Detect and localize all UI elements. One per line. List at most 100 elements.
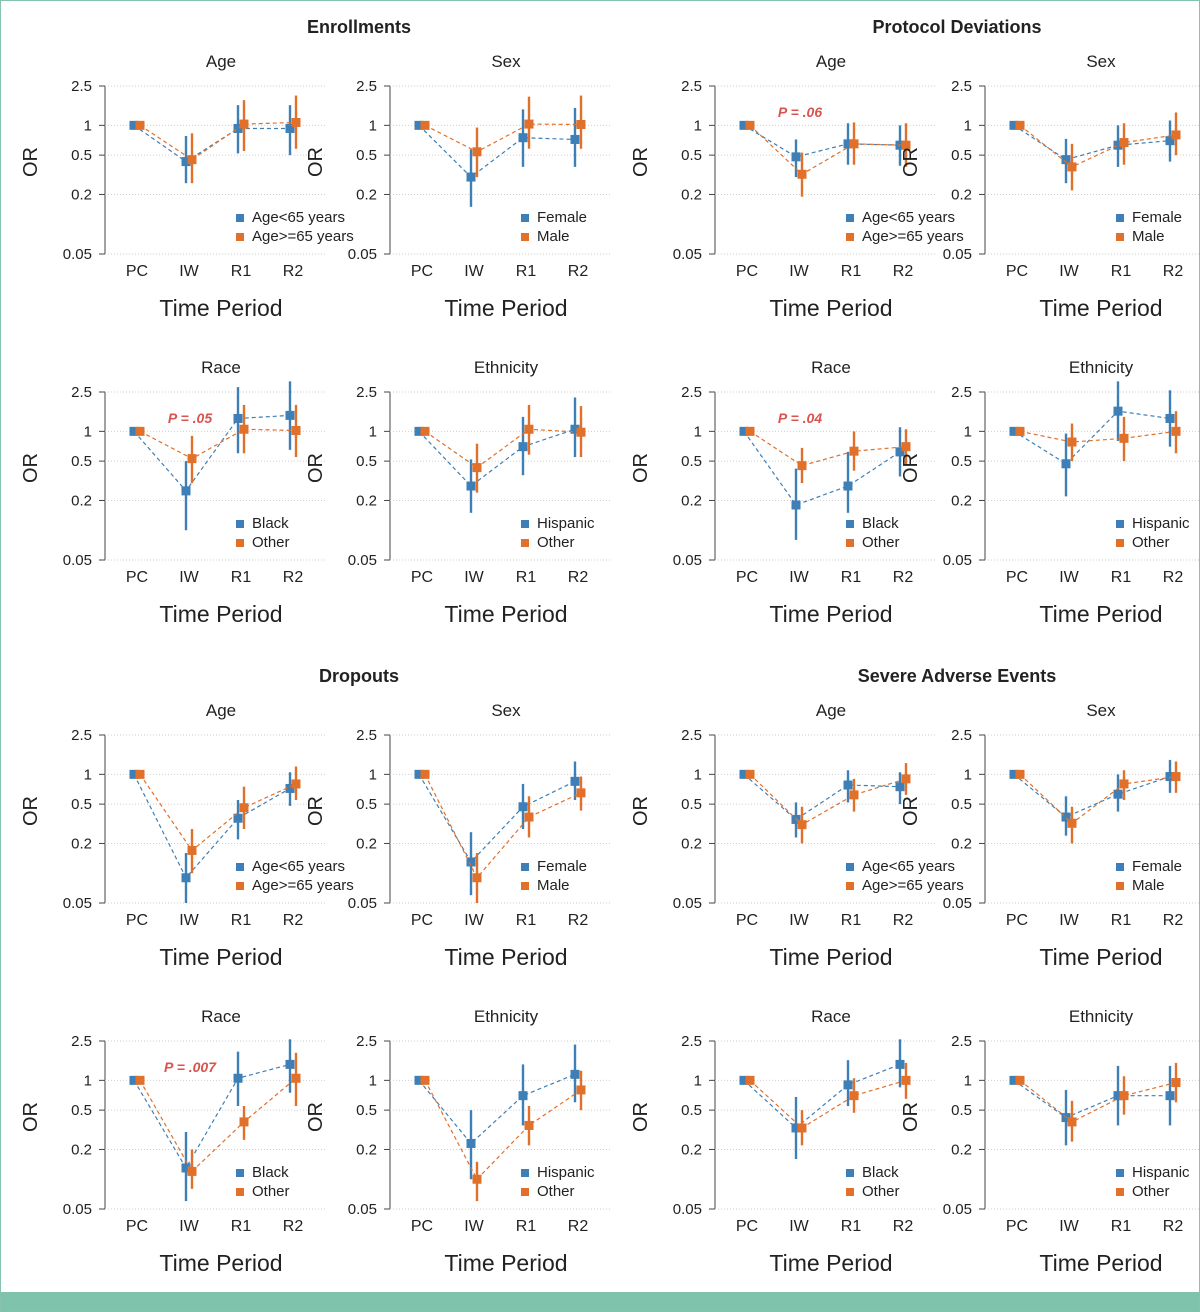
series-other: [1015, 1062, 1181, 1142]
y-tick-label: 2.5: [356, 1033, 377, 1050]
data-point: [849, 1091, 859, 1101]
x-tick-label: R2: [283, 1218, 304, 1235]
x-tick-label: PC: [736, 1218, 758, 1235]
legend-label: Age>=65 years: [862, 877, 964, 894]
series-line: [139, 1077, 297, 1173]
series-other: [420, 1070, 586, 1202]
legend-swatch: [846, 863, 854, 871]
y-tick-label: 0.05: [943, 895, 972, 912]
y-tick-label: 0.5: [356, 147, 377, 164]
y-tick-label: 2.5: [71, 727, 92, 744]
bottom-bar: [0, 1292, 1200, 1312]
data-point: [745, 769, 755, 779]
series-line: [424, 123, 582, 153]
data-point: [187, 155, 197, 165]
legend-swatch: [236, 882, 244, 890]
data-point: [1165, 413, 1175, 423]
x-axis-label: Time Period: [769, 601, 892, 627]
section-title-severe-adverse-events: Severe Adverse Events: [858, 666, 1056, 686]
series-age-65-years: [745, 120, 911, 197]
series-line: [749, 1079, 907, 1129]
legend-label: Age>=65 years: [252, 877, 354, 894]
panel-title: Ethnicity: [474, 358, 539, 377]
p-value-annotation: P = .04: [778, 410, 822, 426]
x-tick-label: R1: [841, 1218, 862, 1235]
legend-label: Male: [1132, 877, 1165, 894]
x-tick-label: R1: [1111, 263, 1132, 280]
data-point: [1015, 1075, 1025, 1085]
section-title-protocol-deviations: Protocol Deviations: [872, 17, 1041, 37]
series-line: [133, 414, 291, 492]
data-point: [745, 120, 755, 130]
x-tick-label: IW: [179, 569, 199, 586]
data-point: [518, 1091, 528, 1101]
data-point: [239, 803, 249, 813]
y-tick-label: 0.2: [951, 1141, 972, 1158]
y-axis-label: OR: [630, 1102, 652, 1132]
legend-label: Female: [1132, 209, 1182, 226]
y-tick-label: 2.5: [356, 727, 377, 744]
data-point: [1113, 789, 1123, 799]
data-point: [524, 812, 534, 822]
x-tick-label: R2: [1163, 1218, 1184, 1235]
legend-label: Black: [252, 515, 289, 532]
x-tick-label: R1: [1111, 1218, 1132, 1235]
data-point: [239, 119, 249, 129]
x-tick-label: R1: [516, 263, 537, 280]
legend-label: Black: [862, 515, 899, 532]
x-tick-label: PC: [126, 912, 148, 929]
series-line: [139, 428, 297, 460]
data-point: [239, 1117, 249, 1127]
x-tick-label: IW: [789, 912, 809, 929]
y-axis-label: OR: [20, 796, 42, 826]
y-tick-label: 0.2: [356, 1141, 377, 1158]
panel-title: Race: [201, 1007, 241, 1026]
legend-swatch: [521, 539, 529, 547]
data-point: [233, 1073, 243, 1083]
x-axis-label: Time Period: [159, 601, 282, 627]
y-axis-label: OR: [305, 1102, 327, 1132]
y-tick-label: 0.2: [681, 835, 702, 852]
legend-swatch: [521, 882, 529, 890]
data-point: [420, 769, 430, 779]
legend-swatch: [521, 520, 529, 528]
data-point: [849, 446, 859, 456]
data-point: [843, 481, 853, 491]
x-tick-label: PC: [126, 569, 148, 586]
legend-label: Age>=65 years: [252, 228, 354, 245]
legend-swatch: [1116, 882, 1124, 890]
x-tick-label: IW: [1059, 1218, 1079, 1235]
x-tick-label: R2: [283, 569, 304, 586]
y-axis-label: OR: [630, 796, 652, 826]
y-tick-label: 0.5: [71, 147, 92, 164]
legend-label: Age<65 years: [862, 858, 955, 875]
y-axis-label: OR: [305, 453, 327, 483]
legend-label: Other: [537, 1183, 575, 1200]
data-point: [1061, 459, 1071, 469]
x-axis-label: Time Period: [1039, 944, 1162, 970]
data-point: [239, 424, 249, 434]
data-point: [1119, 779, 1129, 789]
series-female: [414, 107, 580, 207]
data-point: [843, 780, 853, 790]
x-axis-label: Time Period: [159, 295, 282, 321]
legend-label: Age<65 years: [862, 209, 955, 226]
series-age-65-years: [745, 763, 911, 844]
series-age-65-years: [739, 120, 905, 178]
data-point: [791, 500, 801, 510]
series-line: [133, 1063, 291, 1170]
legend-swatch: [846, 214, 854, 222]
data-point: [524, 424, 534, 434]
x-tick-label: IW: [1059, 569, 1079, 586]
x-tick-label: IW: [464, 912, 484, 929]
section-title-dropouts: Dropouts: [319, 666, 399, 686]
panel-title: Ethnicity: [1069, 358, 1134, 377]
x-tick-label: R2: [568, 1218, 589, 1235]
data-point: [745, 1075, 755, 1085]
y-tick-label: 0.5: [951, 1102, 972, 1119]
